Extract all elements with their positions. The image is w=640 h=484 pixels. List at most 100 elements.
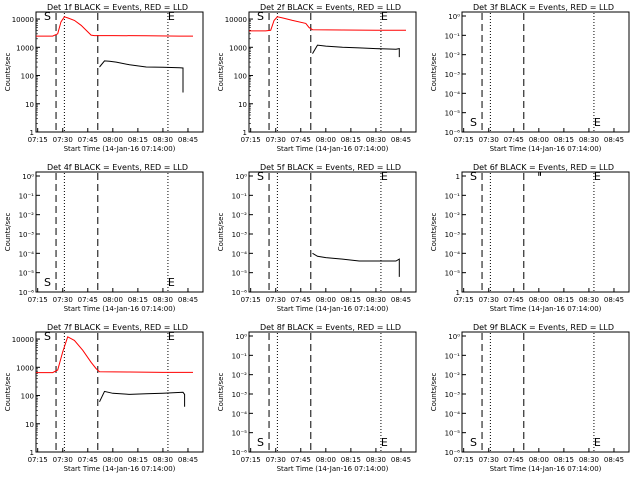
y-tick-label: 100 [234, 73, 247, 81]
y-tick-label: 10⁻¹ [445, 192, 461, 200]
y-tick-label: 1 [30, 449, 34, 457]
x-axis-label: Start Time (14-Jan-16 07:14:00) [64, 145, 176, 153]
series-line-events [312, 252, 400, 277]
x-tick-label: 07:45 [78, 456, 98, 464]
plot-frame [461, 11, 630, 133]
x-tick-label: 08:00 [529, 296, 549, 304]
y-tick-label: 1000 [229, 44, 247, 52]
y-tick-label: 10⁻⁴ [445, 250, 461, 258]
y-tick-label: 10⁻⁵ [232, 430, 248, 438]
y-axis-label: Counts/sec [4, 53, 12, 92]
x-tick-label: 07:45 [291, 296, 311, 304]
x-tick-label: 07:45 [78, 296, 98, 304]
y-tick-label: 10⁰ [448, 333, 460, 341]
plot-frame [35, 171, 204, 293]
panel-title: Det 6f BLACK = Events, RED = LLD [473, 163, 614, 172]
y-tick-label: 10⁻² [445, 212, 461, 220]
x-tick-label: 08:30 [579, 136, 599, 144]
x-tick-label: 07:45 [291, 456, 311, 464]
y-axis-label: Counts/sec [217, 53, 225, 92]
x-tick-label: 07:15 [28, 296, 48, 304]
panel-det-6: Det 6f BLACK = Events, RED = LLD 1 10⁻⁵ 10⁻… [430, 163, 630, 313]
x-tick-label: 08:15 [128, 296, 148, 304]
x-tick-label: 08:15 [128, 456, 148, 464]
y-axis-label: Counts/sec [4, 213, 12, 252]
y-tick-label: 1000 [16, 44, 34, 52]
x-axis-label: Start Time (14-Jan-16 07:14:00) [490, 305, 602, 313]
y-axis-label: Counts/sec [217, 213, 225, 252]
time-marker-label: E [381, 436, 388, 449]
y-axis-label: Counts/sec [217, 373, 225, 412]
panel-det-3: Det 3f BLACK = Events, RED = LLD 10⁻⁶ 10⁻⁵… [430, 3, 630, 153]
panel-title: Det 2f BLACK = Events, RED = LLD [260, 3, 401, 12]
x-tick-label: 08:00 [529, 456, 549, 464]
series-line-lld [36, 336, 193, 374]
x-tick-label: 08:45 [604, 456, 624, 464]
x-tick-label: 07:45 [504, 136, 524, 144]
y-tick-label: 10⁻⁶ [445, 129, 461, 137]
y-tick-label: 10⁻² [232, 212, 248, 220]
plot-frame [461, 171, 630, 293]
x-tick-label: 08:45 [178, 456, 198, 464]
y-axis-label: Counts/sec [430, 53, 438, 92]
panel-title: Det 5f BLACK = Events, RED = LLD [260, 163, 401, 172]
y-tick-label: 10⁻⁵ [445, 110, 461, 118]
y-tick-label: 10000 [225, 16, 247, 24]
plot-frame [461, 331, 630, 453]
y-tick-label: 10000 [12, 336, 34, 344]
y-tick-label: 10⁻⁵ [19, 270, 35, 278]
x-tick-label: 08:30 [366, 456, 386, 464]
series-line-events [99, 60, 184, 93]
x-tick-label: 08:30 [153, 296, 173, 304]
x-axis-label: Start Time (14-Jan-16 07:14:00) [277, 305, 389, 313]
x-tick-label: 08:15 [341, 296, 361, 304]
panel-det-1: Det 1f BLACK = Events, RED = LLD 1 10 100 10… [4, 3, 204, 153]
x-tick-label: 07:45 [504, 296, 524, 304]
y-tick-label: 10⁻⁶ [19, 289, 35, 297]
x-tick-label: 08:00 [103, 456, 123, 464]
y-tick-label: 1 [243, 129, 247, 137]
x-tick-label: 07:30 [53, 296, 73, 304]
panel-title: Det 8f BLACK = Events, RED = LLD [260, 323, 401, 332]
time-marker-label: S [470, 436, 477, 449]
x-tick-label: 08:15 [341, 456, 361, 464]
y-tick-label: 10⁻¹ [445, 32, 461, 40]
time-marker-label: S [470, 116, 477, 129]
x-tick-label: 07:15 [241, 136, 261, 144]
y-tick-label: 10⁻² [445, 372, 461, 380]
panel-title: Det 4f BLACK = Events, RED = LLD [47, 163, 188, 172]
y-tick-label: 10⁻⁵ [445, 430, 461, 438]
y-tick-label: 10⁻² [445, 52, 461, 60]
y-tick-label: 10⁻⁴ [232, 250, 248, 258]
plot-frame [248, 11, 417, 133]
x-tick-label: 08:30 [366, 136, 386, 144]
panel-title: Det 9f BLACK = Events, RED = LLD [473, 323, 614, 332]
y-tick-label: 10⁻⁵ [232, 270, 248, 278]
y-tick-label: 10⁻² [232, 372, 248, 380]
x-tick-label: 08:15 [554, 296, 574, 304]
x-tick-label: 08:30 [579, 296, 599, 304]
panel-det-2: Det 2f BLACK = Events, RED = LLD 1 10 100 10… [217, 3, 417, 153]
y-tick-label: 10⁻¹ [19, 192, 35, 200]
time-marker-label: E [594, 116, 601, 129]
series-line-lld [249, 16, 406, 32]
x-tick-label: 08:30 [153, 136, 173, 144]
x-tick-label: 08:45 [604, 136, 624, 144]
y-tick-label: 10⁻⁵ [445, 270, 461, 278]
x-tick-label: 07:15 [28, 136, 48, 144]
time-marker-label: S [44, 330, 51, 343]
x-tick-label: 08:30 [153, 456, 173, 464]
y-tick-label: 10⁰ [448, 13, 460, 21]
x-tick-label: 07:45 [504, 456, 524, 464]
y-tick-label: 1000 [16, 364, 34, 372]
series-line-events [312, 44, 400, 58]
plot-frame [248, 331, 417, 453]
time-marker-label: S [44, 276, 51, 289]
x-tick-label: 08:15 [554, 456, 574, 464]
x-tick-label: 08:15 [554, 136, 574, 144]
panel-det-9: Det 9f BLACK = Events, RED = LLD 10⁻⁶ 10⁻⁵… [430, 323, 630, 473]
y-tick-label: 100 [21, 73, 34, 81]
time-marker-label: E [168, 276, 175, 289]
x-axis-label: Start Time (14-Jan-16 07:14:00) [64, 305, 176, 313]
y-tick-label: 10⁻⁶ [232, 289, 248, 297]
